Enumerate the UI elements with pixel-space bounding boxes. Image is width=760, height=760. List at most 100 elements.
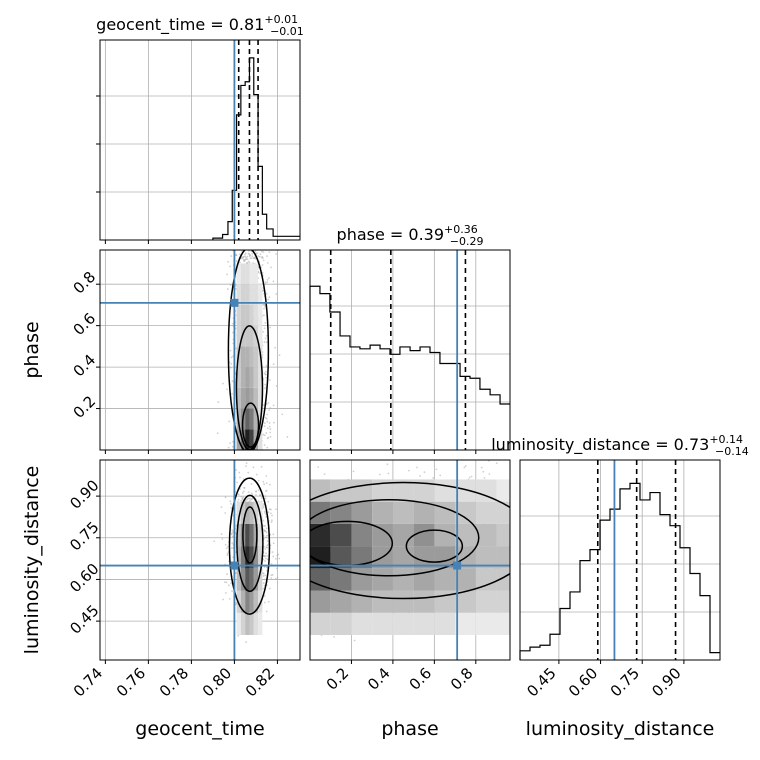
density-cell xyxy=(245,546,250,569)
density-cell xyxy=(372,523,393,547)
sample-point xyxy=(268,296,271,299)
sample-point xyxy=(248,497,251,500)
sample-point xyxy=(252,466,255,469)
sample-point xyxy=(260,495,263,498)
sample-point xyxy=(263,566,266,568)
density-cell xyxy=(413,479,435,502)
density-cell xyxy=(253,284,259,305)
sample-point xyxy=(252,257,255,259)
sample-point xyxy=(268,425,271,428)
sample-point xyxy=(231,380,234,382)
sample-point xyxy=(265,546,268,548)
x-tick-label: 0.8 xyxy=(447,664,477,694)
density-cell xyxy=(330,546,352,569)
sample-point xyxy=(221,538,224,540)
sample-point xyxy=(269,407,272,409)
sample-point xyxy=(251,252,253,255)
density-cell xyxy=(253,546,259,569)
hist-geocent-time-step xyxy=(212,57,300,240)
sample-point xyxy=(223,581,226,584)
density-cell xyxy=(253,387,259,409)
density-cell xyxy=(253,408,259,430)
density-cell xyxy=(330,568,352,591)
sample-point xyxy=(267,600,270,603)
density-cell xyxy=(392,568,414,591)
sample-point xyxy=(262,506,265,508)
sample-point xyxy=(261,250,263,253)
sample-point xyxy=(220,533,223,535)
sample-point xyxy=(278,354,281,357)
y-tick-label: 0.60 xyxy=(66,560,102,596)
sample-point xyxy=(229,500,232,503)
panel-title-geocent-time: geocent_time = 0.81+0.01 −0.01 xyxy=(96,13,304,38)
density-cell xyxy=(249,284,254,305)
sample-point xyxy=(216,432,219,435)
sample-point xyxy=(231,529,234,532)
density-cell xyxy=(253,612,259,635)
sample-point xyxy=(270,574,273,577)
sample-point xyxy=(480,466,483,469)
x-tick-label: 0.45 xyxy=(523,664,559,700)
sample-point xyxy=(378,473,381,476)
sample-point xyxy=(264,383,267,386)
sample-point xyxy=(270,521,273,523)
sample-point xyxy=(251,255,254,258)
density-cell xyxy=(249,408,254,430)
sample-point xyxy=(263,434,266,437)
sample-point xyxy=(266,420,269,423)
sample-point xyxy=(230,532,233,535)
sample-point xyxy=(246,498,248,501)
sample-point xyxy=(228,597,231,600)
sample-point xyxy=(226,573,228,576)
density-cell xyxy=(310,612,331,635)
density-cell xyxy=(392,479,414,502)
sample-point xyxy=(227,584,230,587)
sample-point xyxy=(262,575,265,577)
sample-point xyxy=(265,341,268,344)
hist-luminosity-distance-grid xyxy=(558,460,685,660)
sample-point xyxy=(224,496,227,499)
density-cell xyxy=(372,479,393,502)
sample-point xyxy=(263,387,266,390)
sample-point xyxy=(468,476,471,479)
sample-point xyxy=(272,533,275,536)
sample-point xyxy=(222,598,225,601)
density-cell xyxy=(496,546,510,569)
sample-point xyxy=(261,271,264,274)
sample-point xyxy=(265,527,268,530)
density-cell xyxy=(351,612,373,635)
density-cell xyxy=(330,612,352,635)
sample-point xyxy=(265,531,268,534)
x-tick-label: 0.4 xyxy=(364,664,394,694)
density-cell xyxy=(253,263,259,285)
panel-phase-distance-frame xyxy=(309,459,511,661)
sample-point xyxy=(269,428,272,430)
sample-point xyxy=(273,421,275,424)
sample-point xyxy=(419,475,422,477)
density-cell xyxy=(455,479,476,502)
hist-phase-hgrid xyxy=(310,305,510,403)
sample-point xyxy=(264,557,267,560)
density-cell xyxy=(245,284,250,305)
density-cell xyxy=(245,367,250,388)
sample-point xyxy=(269,326,272,329)
hist-luminosity-distance-frame xyxy=(519,459,721,661)
density-cell xyxy=(258,568,263,591)
sample-point xyxy=(255,473,258,476)
sample-point xyxy=(232,531,234,534)
sample-point xyxy=(228,420,231,423)
density-cell xyxy=(392,501,414,524)
density-cell xyxy=(240,367,246,388)
sample-point xyxy=(263,584,266,587)
sample-point xyxy=(270,512,272,515)
density-cell xyxy=(249,304,254,326)
panel-geocent-distance-frame xyxy=(99,459,301,661)
density-cell xyxy=(253,367,259,388)
density-cell xyxy=(236,367,241,388)
sample-point xyxy=(248,261,251,264)
sample-point xyxy=(463,466,466,469)
panel-title-plus: +0.36 xyxy=(444,223,478,236)
sample-point xyxy=(264,337,267,340)
hist-phase-step xyxy=(309,285,510,450)
sample-point xyxy=(387,472,390,475)
